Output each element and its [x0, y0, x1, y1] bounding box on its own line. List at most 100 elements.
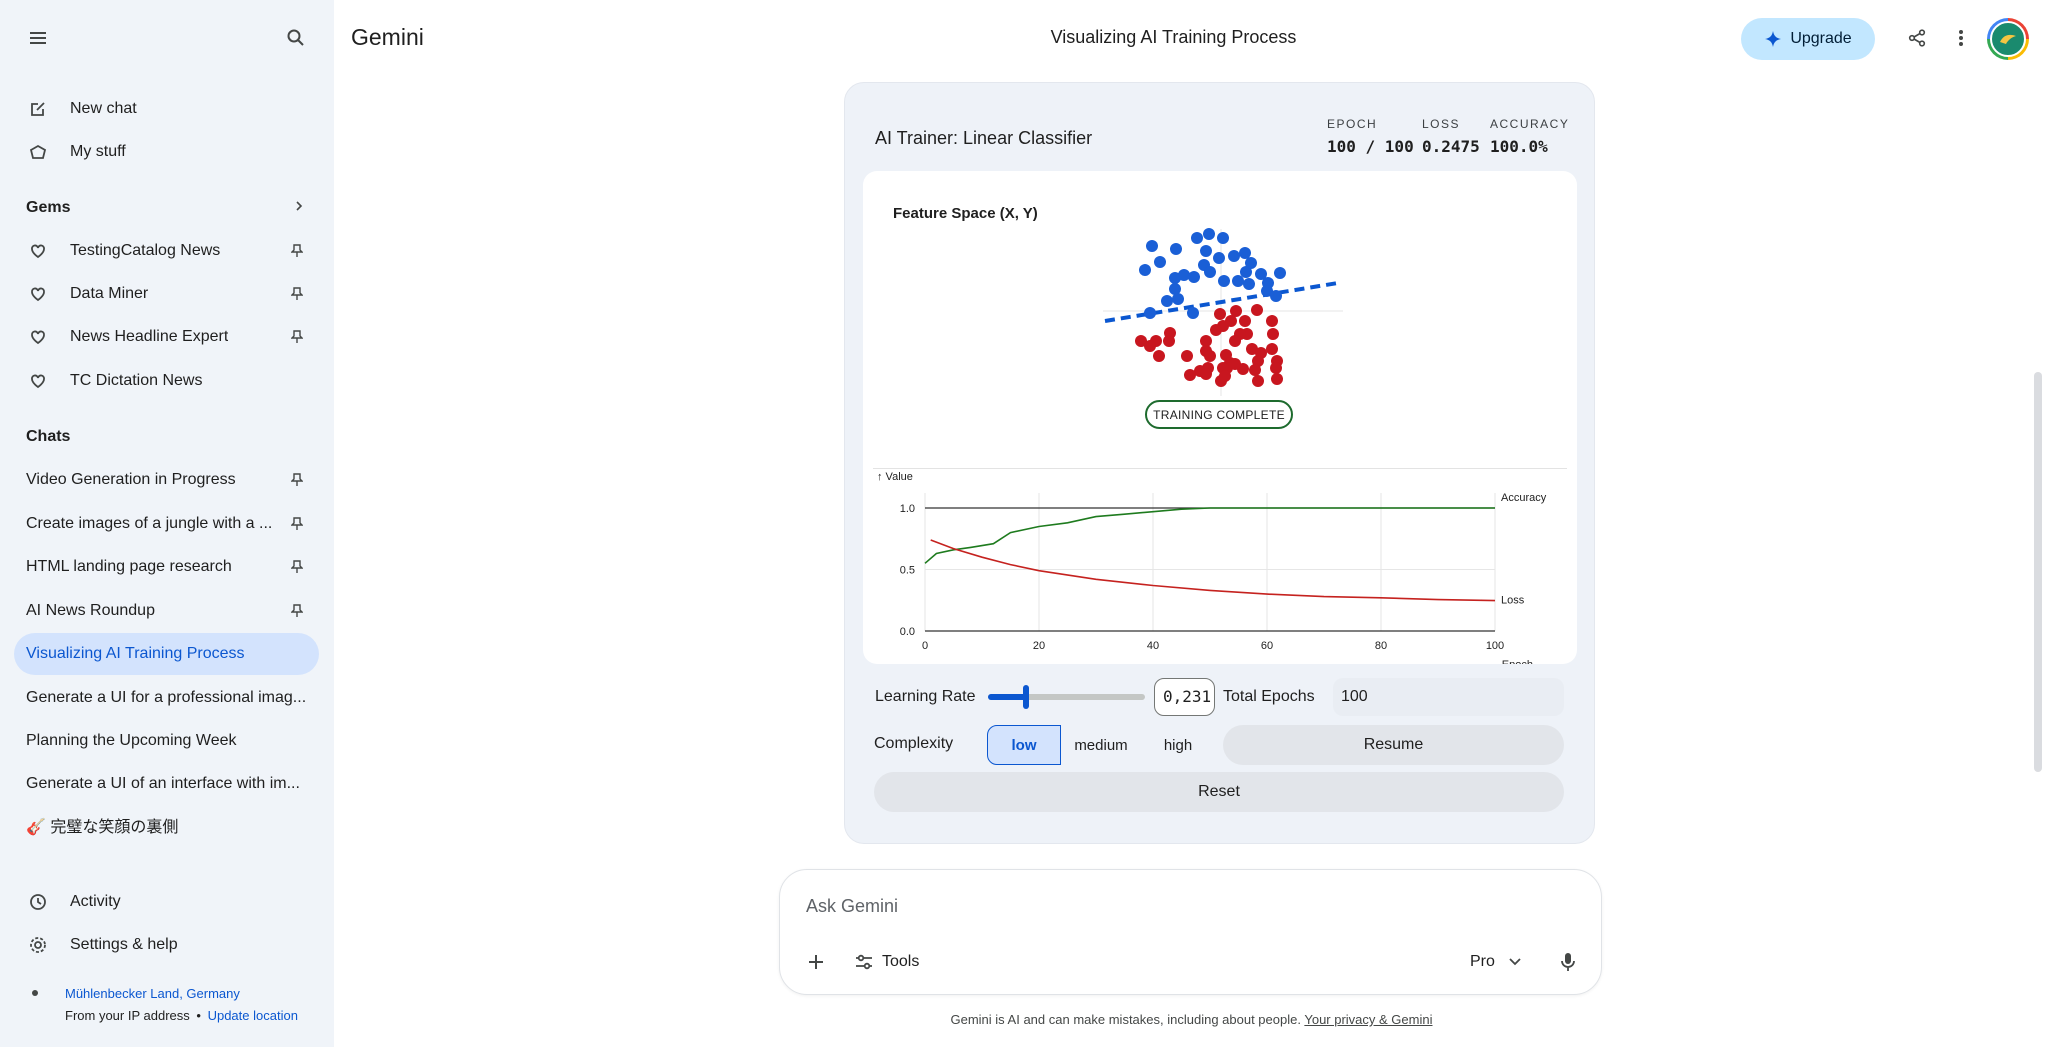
- my-stuff-label: My stuff: [70, 143, 126, 160]
- slider-thumb[interactable]: [1022, 685, 1029, 709]
- chat-item[interactable]: Planning the Upcoming Week: [14, 720, 319, 762]
- data-point-red: [1229, 335, 1241, 347]
- stat-accuracy: ACCURACY 100.0%: [1490, 117, 1569, 156]
- more-vert-icon[interactable]: [1941, 18, 1981, 58]
- sparkle-icon: [1765, 31, 1782, 47]
- learning-rate-label: Learning Rate: [875, 688, 976, 705]
- avatar-image: [1990, 21, 2026, 57]
- gem-heart-icon: [18, 274, 58, 314]
- data-point-red: [1251, 304, 1263, 316]
- data-point-red: [1229, 358, 1241, 370]
- settings-button[interactable]: Settings & help: [14, 924, 319, 966]
- history-icon: [18, 882, 58, 922]
- pin-icon[interactable]: [287, 284, 307, 304]
- scrollbar[interactable]: [2034, 372, 2042, 772]
- resume-button[interactable]: Resume: [1223, 725, 1564, 765]
- new-chat-button[interactable]: New chat: [14, 88, 319, 130]
- chat-item[interactable]: Create images of a jungle with a ...: [14, 503, 319, 545]
- learning-rate-slider[interactable]: [988, 685, 1145, 709]
- data-point-blue: [1172, 293, 1184, 305]
- data-point-red: [1153, 350, 1165, 362]
- gem-item[interactable]: Data Miner: [14, 273, 319, 315]
- chat-item[interactable]: 🎸 完璧な笑顔の裏側: [14, 807, 319, 849]
- gear-icon: [18, 925, 58, 965]
- complexity-high[interactable]: high: [1163, 736, 1193, 754]
- data-point-red: [1164, 327, 1176, 339]
- decision-boundary: [1104, 281, 1339, 323]
- settings-label: Settings & help: [70, 936, 178, 953]
- chat-item[interactable]: AI News Roundup: [14, 590, 319, 632]
- location-place[interactable]: Mühlenbecker Land, Germany: [65, 986, 240, 1001]
- data-point-blue: [1274, 267, 1286, 279]
- pin-icon[interactable]: [287, 557, 307, 577]
- gem-item[interactable]: TC Dictation News: [14, 360, 319, 402]
- data-point-blue: [1261, 285, 1273, 297]
- data-point-blue: [1204, 266, 1216, 278]
- data-point-red: [1219, 370, 1231, 382]
- total-epochs-input[interactable]: 100: [1333, 678, 1564, 716]
- update-location-link[interactable]: Update location: [207, 1008, 298, 1023]
- footer-text: Gemini is AI and can make mistakes, incl…: [950, 1012, 1301, 1027]
- complexity-medium[interactable]: medium: [1074, 736, 1128, 754]
- search-icon[interactable]: [276, 18, 316, 58]
- my-stuff-button[interactable]: My stuff: [14, 131, 319, 173]
- activity-label: Activity: [70, 893, 121, 910]
- chat-item[interactable]: Generate a UI for a professional imag...: [14, 677, 319, 719]
- data-point-red: [1200, 335, 1212, 347]
- chat-item[interactable]: Generate a UI of an interface with im...: [14, 763, 319, 805]
- complexity-low[interactable]: low: [987, 725, 1061, 765]
- pin-icon[interactable]: [287, 241, 307, 261]
- mic-icon[interactable]: [1552, 946, 1584, 978]
- gem-heart-icon: [18, 317, 58, 357]
- feature-space-plot: [1103, 228, 1343, 396]
- share-icon[interactable]: [1897, 18, 1937, 58]
- model-selector[interactable]: Pro: [1470, 946, 1521, 978]
- series-label-accuracy: Accuracy: [1501, 492, 1547, 504]
- data-point-blue: [1255, 268, 1267, 280]
- data-point-blue: [1245, 257, 1257, 269]
- prompt-box: Ask Gemini Tools Pro: [779, 869, 1602, 995]
- pin-icon[interactable]: [287, 514, 307, 534]
- training-chart: ↑ Value 0.0 0.5 1.0 0 20 40 60 80 100 Epoch → Accur…: [877, 471, 1547, 664]
- reset-button[interactable]: Reset: [874, 772, 1564, 812]
- chat-item[interactable]: Video Generation in Progress: [14, 459, 319, 501]
- model-label: Pro: [1470, 953, 1495, 970]
- menu-icon[interactable]: [18, 18, 58, 58]
- learning-rate-input[interactable]: 0,231: [1154, 678, 1215, 716]
- pin-icon[interactable]: [287, 601, 307, 621]
- trainer-title: AI Trainer: Linear Classifier: [875, 128, 1093, 148]
- data-point-red: [1271, 373, 1283, 385]
- stat-value: 100 / 100: [1327, 137, 1414, 156]
- pin-icon[interactable]: [287, 327, 307, 347]
- gems-heading: Gems: [26, 199, 71, 216]
- conversation-title: Visualizing AI Training Process: [1050, 27, 1297, 47]
- privacy-link[interactable]: Your privacy & Gemini: [1304, 1012, 1433, 1027]
- avatar[interactable]: [1987, 18, 2029, 60]
- gem-label: News Headline Expert: [70, 328, 229, 345]
- status-badge: TRAINING COMPLETE: [1145, 400, 1293, 429]
- data-point-blue: [1161, 295, 1173, 307]
- chevron-right-icon[interactable]: [281, 188, 317, 224]
- prompt-input[interactable]: Ask Gemini: [806, 896, 899, 916]
- chat-label: 🎸 完璧な笑顔の裏側: [26, 819, 179, 836]
- upgrade-label: Upgrade: [1790, 30, 1852, 47]
- data-point-blue: [1218, 275, 1230, 287]
- pin-icon[interactable]: [287, 470, 307, 490]
- trainer-card: AI Trainer: Linear Classifier EPOCH 100 …: [844, 82, 1595, 844]
- gem-heart-icon: [18, 361, 58, 401]
- gem-item[interactable]: TestingCatalog News: [14, 230, 319, 272]
- feature-space-title: Feature Space (X, Y): [893, 205, 1038, 222]
- chevron-down-icon: [1509, 958, 1521, 966]
- chat-item[interactable]: HTML landing page research: [14, 546, 319, 588]
- gem-item[interactable]: News Headline Expert: [14, 316, 319, 358]
- data-point-red: [1200, 368, 1212, 380]
- data-point-red: [1225, 315, 1237, 327]
- chat-label: Generate a UI of an interface with im...: [26, 775, 300, 792]
- data-point-red: [1246, 343, 1258, 355]
- tools-button[interactable]: Tools: [854, 946, 919, 978]
- activity-button[interactable]: Activity: [14, 881, 319, 923]
- data-point-red: [1249, 364, 1261, 376]
- add-icon[interactable]: [800, 946, 832, 978]
- upgrade-button[interactable]: Upgrade: [1741, 18, 1875, 60]
- chat-item-active[interactable]: Visualizing AI Training Process: [14, 633, 319, 675]
